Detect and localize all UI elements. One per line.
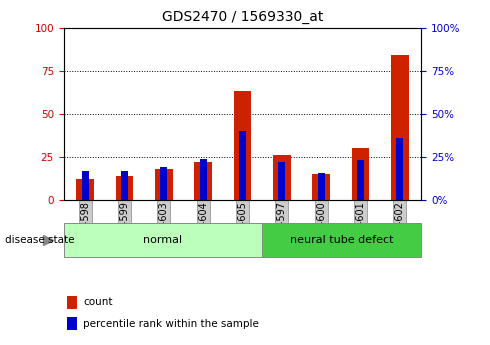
Bar (318, 172, 325, 200)
Bar (195, 162, 212, 200)
Bar (67, 317, 77, 331)
Bar (239, 131, 246, 200)
Bar (160, 167, 168, 200)
Title: GDS2470 / 1569330_at: GDS2470 / 1569330_at (162, 10, 323, 24)
Bar (357, 160, 364, 200)
Bar (234, 91, 251, 200)
Bar (273, 155, 291, 200)
Bar (67, 296, 77, 309)
Bar (116, 176, 133, 200)
Text: neural tube defect: neural tube defect (290, 235, 393, 245)
Bar (312, 174, 330, 200)
Text: count: count (83, 297, 113, 307)
Text: disease state: disease state (5, 235, 74, 245)
Bar (76, 179, 94, 200)
Bar (278, 162, 285, 200)
Bar (352, 148, 369, 200)
Bar (200, 159, 207, 200)
Bar (263, 223, 421, 257)
Bar (396, 138, 403, 200)
Bar (391, 55, 409, 200)
Bar (121, 171, 128, 200)
Bar (155, 169, 173, 200)
Bar (82, 171, 89, 200)
Text: percentile rank within the sample: percentile rank within the sample (83, 319, 259, 329)
Text: normal: normal (144, 235, 183, 245)
Bar (64, 223, 263, 257)
